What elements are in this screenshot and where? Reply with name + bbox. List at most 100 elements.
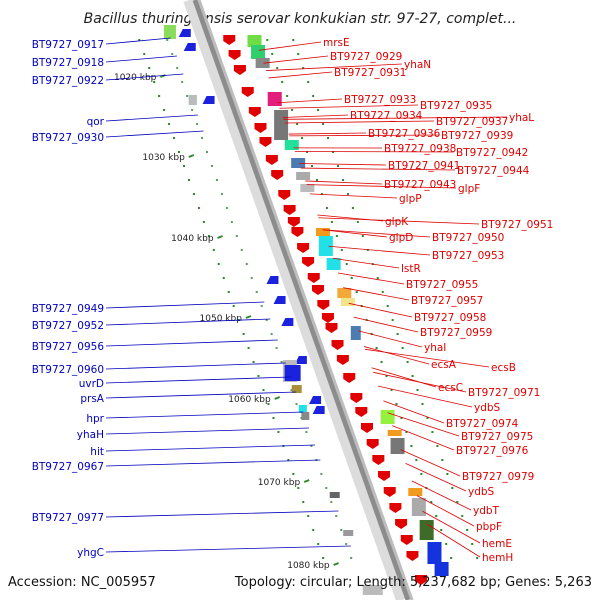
gene-arrow xyxy=(383,487,396,497)
track-dot xyxy=(356,221,359,223)
gene-block xyxy=(247,35,262,47)
track-dot xyxy=(325,487,328,489)
track-dot xyxy=(421,403,424,405)
gene-arrow xyxy=(307,273,320,283)
gene-label-left: BT9727_0918 xyxy=(32,57,104,69)
track-dot xyxy=(207,235,210,237)
gene-block xyxy=(274,110,289,140)
gene-arrow xyxy=(378,471,391,481)
backbone-line xyxy=(183,0,408,600)
connector-line xyxy=(105,73,184,81)
gene-label-right: BT9727_0959 xyxy=(420,327,492,339)
gene-label-right: glpD xyxy=(389,232,413,244)
track-dot xyxy=(143,53,146,55)
connector-line xyxy=(282,114,349,118)
connector-line xyxy=(416,495,475,527)
connector-line xyxy=(332,257,400,269)
gene-arrow xyxy=(294,356,307,364)
gene-block xyxy=(300,184,315,192)
gene-label-right: BT9727_0971 xyxy=(468,387,540,399)
track-dot xyxy=(386,305,389,307)
gene-block xyxy=(390,438,405,454)
gene-arrow xyxy=(223,35,236,45)
gene-label-right: yhaN xyxy=(404,59,431,71)
track-dot xyxy=(301,137,304,139)
gene-block xyxy=(284,140,299,150)
tick-mark xyxy=(274,396,281,400)
connector-line xyxy=(105,411,304,419)
gene-arrow xyxy=(414,575,427,585)
track-dot xyxy=(310,165,313,167)
track-dot xyxy=(257,375,260,377)
gene-label-right: hemE xyxy=(482,538,512,550)
genome-backbone xyxy=(183,0,414,600)
gene-label-right: BT9727_0944 xyxy=(457,165,530,177)
track-dot xyxy=(290,389,293,391)
gene-block xyxy=(291,158,306,168)
connector-line xyxy=(422,510,481,544)
track-dot xyxy=(265,319,268,321)
track-dot xyxy=(391,319,394,321)
track-dot xyxy=(295,403,298,405)
track-dot xyxy=(286,95,289,97)
gene-arrow xyxy=(248,107,261,117)
gene-arrow xyxy=(395,519,408,529)
track-dot xyxy=(351,207,354,209)
track-dot xyxy=(471,543,474,545)
gene-label-right: ecsB xyxy=(491,362,516,374)
gene-label-left: yhaH xyxy=(77,429,104,441)
track-dot xyxy=(275,347,278,349)
track-dot xyxy=(456,501,459,503)
track-dot xyxy=(252,361,255,363)
track-dot xyxy=(336,165,339,167)
connector-line xyxy=(105,114,198,122)
gene-block xyxy=(326,258,341,270)
gene-label-right: BT9727_0938 xyxy=(384,143,456,155)
track-dot xyxy=(345,543,348,545)
track-dot xyxy=(276,67,279,69)
gene-label-left: yhgC xyxy=(77,547,104,559)
gene-block xyxy=(419,520,434,540)
track-dot xyxy=(232,305,235,307)
gene-arrow xyxy=(291,227,304,237)
gene-arrow xyxy=(273,296,286,304)
gene-arrow xyxy=(302,257,315,267)
left-connectors xyxy=(105,37,351,553)
gene-block xyxy=(387,430,402,436)
gene-arrow xyxy=(271,170,284,180)
track-dot xyxy=(416,389,419,391)
connector-line xyxy=(383,400,445,424)
track-dot xyxy=(330,221,333,223)
gene-block xyxy=(255,58,270,68)
gene-block xyxy=(291,385,302,393)
track-dot xyxy=(297,487,300,489)
gene-arrow xyxy=(297,243,310,253)
gene-arrow xyxy=(309,396,322,404)
tick-mark xyxy=(188,154,195,158)
track-dot xyxy=(186,95,189,97)
connector-line xyxy=(392,425,455,451)
tick-label: 1040 kbp xyxy=(171,234,214,244)
track-dot xyxy=(335,515,338,517)
gene-label-right: pbpF xyxy=(476,521,502,533)
track-dot xyxy=(451,487,454,489)
track-dot xyxy=(306,151,309,153)
connector-line xyxy=(400,449,461,477)
connector-line xyxy=(365,348,490,368)
track-dot xyxy=(250,277,253,279)
gene-label-right: glpP xyxy=(399,193,422,205)
track-dot xyxy=(270,333,273,335)
track-dot xyxy=(410,445,413,447)
gene-arrow xyxy=(331,340,344,350)
track-dot xyxy=(461,515,464,517)
connector-line xyxy=(343,287,410,301)
gene-label-right: yhaI xyxy=(424,342,446,354)
track-dot xyxy=(450,557,453,559)
track-dot xyxy=(280,361,283,363)
track-dot xyxy=(436,445,439,447)
gene-arrow xyxy=(343,373,356,383)
track-dots xyxy=(138,39,479,559)
connector-line xyxy=(318,217,480,225)
